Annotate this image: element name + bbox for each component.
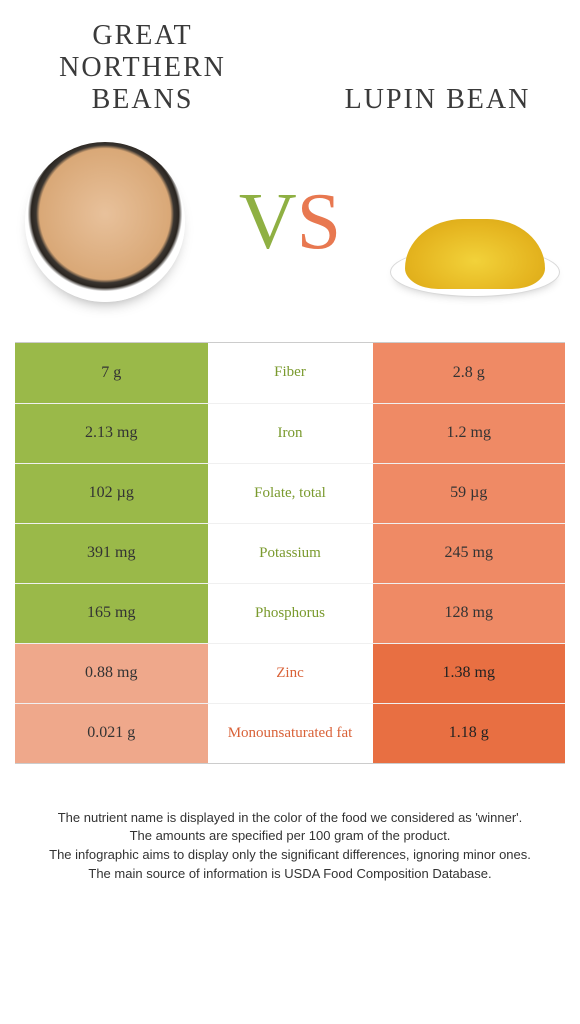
nutrient-label: Zinc	[208, 644, 373, 703]
table-row: 0.88 mgZinc1.38 mg	[15, 643, 565, 703]
vs-v: V	[239, 178, 297, 266]
value-left: 0.021 g	[15, 704, 208, 763]
value-right: 245 mg	[373, 524, 566, 583]
nutrient-table: 7 gFiber2.8 g2.13 mgIron1.2 mg102 µgFola…	[15, 342, 565, 764]
images-row: VS	[15, 137, 565, 307]
table-row: 102 µgFolate, total59 µg	[15, 463, 565, 523]
table-row: 391 mgPotassium245 mg	[15, 523, 565, 583]
vs-s: S	[297, 178, 342, 266]
value-left: 165 mg	[15, 584, 208, 643]
lupin-icon	[390, 187, 560, 297]
table-row: 7 gFiber2.8 g	[15, 343, 565, 403]
note-line: The infographic aims to display only the…	[25, 846, 555, 865]
food-left-image	[15, 137, 195, 307]
footnotes: The nutrient name is displayed in the co…	[15, 809, 565, 884]
headers-row: Great Northern beans Lupin Bean	[15, 20, 565, 117]
table-row: 165 mgPhosphorus128 mg	[15, 583, 565, 643]
nutrient-label: Fiber	[208, 343, 373, 403]
value-right: 1.38 mg	[373, 644, 566, 703]
value-right: 1.18 g	[373, 704, 566, 763]
bowl-icon	[25, 142, 185, 302]
value-right: 1.2 mg	[373, 404, 566, 463]
value-right: 2.8 g	[373, 343, 566, 403]
table-row: 2.13 mgIron1.2 mg	[15, 403, 565, 463]
table-row: 0.021 gMonounsaturated fat1.18 g	[15, 703, 565, 763]
nutrient-label: Monounsaturated fat	[208, 704, 373, 763]
value-left: 391 mg	[15, 524, 208, 583]
value-left: 2.13 mg	[15, 404, 208, 463]
nutrient-label: Folate, total	[208, 464, 373, 523]
vs-label: VS	[239, 182, 341, 262]
note-line: The nutrient name is displayed in the co…	[25, 809, 555, 828]
note-line: The amounts are specified per 100 gram o…	[25, 827, 555, 846]
value-left: 102 µg	[15, 464, 208, 523]
nutrient-label: Iron	[208, 404, 373, 463]
note-line: The main source of information is USDA F…	[25, 865, 555, 884]
value-left: 0.88 mg	[15, 644, 208, 703]
food-right-title: Lupin Bean	[290, 84, 565, 116]
value-right: 59 µg	[373, 464, 566, 523]
food-left-title: Great Northern beans	[15, 20, 290, 117]
food-right-image	[385, 137, 565, 307]
nutrient-label: Phosphorus	[208, 584, 373, 643]
nutrient-label: Potassium	[208, 524, 373, 583]
value-right: 128 mg	[373, 584, 566, 643]
value-left: 7 g	[15, 343, 208, 403]
